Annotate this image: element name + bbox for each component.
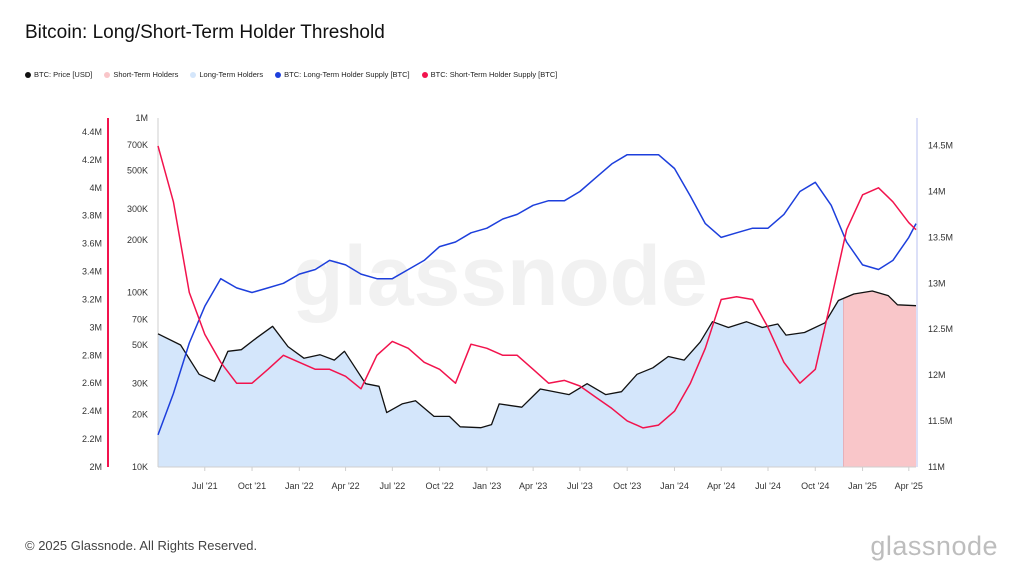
y-tick-right: 11M [928,462,945,472]
x-tick-label: Jan '25 [848,481,877,491]
y-tick-right: 14M [928,186,946,196]
y-tick-right: 14.5M [928,141,953,151]
x-tick-label: Apr '25 [895,481,923,491]
y-tick-outer-left: 3.2M [82,294,102,304]
y-tick-inner-left: 1M [135,113,148,123]
y-tick-outer-left: 4.2M [82,155,102,165]
x-tick-label: Apr '23 [519,481,547,491]
y-tick-right: 12M [928,370,946,380]
x-tick-label: Jan '23 [473,481,502,491]
legend-label-price: BTC: Price [USD] [34,70,93,79]
legend-label-sth-supply: BTC: Short-Term Holder Supply [BTC] [430,70,558,79]
x-tick-label: Apr '24 [707,481,735,491]
area-short-term-holders [843,291,916,467]
series-btc-price [157,290,917,429]
x-tick-label: Oct '23 [613,481,641,491]
y-tick-outer-left: 3.4M [82,267,102,277]
brand-logo: glassnode [870,531,998,561]
y-tick-inner-left: 300K [127,204,148,214]
y-tick-right: 13M [928,278,946,288]
legend-item-lth[interactable]: Long-Term Holders [190,70,263,79]
legend-swatch-price [25,71,31,78]
chart-watermark: glassnode [292,229,707,323]
y-tick-inner-left: 30K [132,379,148,389]
area-long-term-holders [158,298,844,467]
y-tick-outer-left: 3M [89,322,102,332]
x-tick-label: Oct '21 [238,481,266,491]
legend-swatch-lth-supply [275,71,282,78]
y-tick-inner-left: 200K [127,235,148,245]
chart-title: Bitcoin: Long/Short-Term Holder Threshol… [25,22,385,43]
series-sth-supply [157,145,917,429]
y-tick-outer-left: 4M [89,183,102,193]
y-tick-outer-left: 3.6M [82,239,102,249]
y-tick-right: 12.5M [928,324,953,334]
x-tick-label: Jul '22 [379,481,405,491]
legend-label-lth: Long-Term Holders [199,70,264,79]
y-tick-inner-left: 100K [127,288,148,298]
legend-label-sth: Short-Term Holders [113,70,179,79]
y-tick-outer-left: 2.8M [82,350,102,360]
x-tick-label: Apr '22 [331,481,359,491]
y-tick-right: 13.5M [928,232,953,242]
x-tick-label: Jan '24 [660,481,689,491]
legend-item-sth-supply[interactable]: BTC: Short-Term Holder Supply [BTC] [421,70,558,79]
y-tick-outer-left: 2.2M [82,434,102,444]
y-tick-outer-left: 4.4M [82,127,102,137]
y-tick-inner-left: 500K [127,166,148,176]
x-tick-label: Jul '23 [567,481,593,491]
y-tick-inner-left: 50K [132,340,148,350]
series-lth-supply [157,153,917,436]
legend-item-price[interactable]: BTC: Price [USD] [25,70,92,79]
y-tick-inner-left: 10K [132,462,148,472]
legend-swatch-lth [190,71,197,78]
x-tick-label: Jan '22 [285,481,314,491]
y-tick-outer-left: 3.8M [82,211,102,221]
x-tick-label: Jul '21 [192,481,218,491]
y-tick-outer-left: 2.4M [82,406,102,416]
legend-swatch-sth [104,71,111,78]
legend-item-sth[interactable]: Short-Term Holders [104,70,178,79]
y-tick-inner-left: 20K [132,409,148,419]
x-tick-label: Jul '24 [755,481,781,491]
y-tick-inner-left: 700K [127,140,148,150]
legend-label-lth-supply: BTC: Long-Term Holder Supply [BTC] [284,70,410,79]
x-tick-label: Oct '22 [425,481,453,491]
y-tick-right: 11.5M [928,416,952,426]
legend-swatch-sth-supply [421,71,428,78]
chart-legend: BTC: Price [USD] Short-Term Holders Long… [25,70,557,79]
y-tick-inner-left: 70K [132,315,148,325]
copyright-footer: © 2025 Glassnode. All Rights Reserved. [25,538,258,553]
y-tick-outer-left: 2.6M [82,378,102,388]
y-tick-outer-left: 2M [89,462,102,472]
legend-item-lth-supply[interactable]: BTC: Long-Term Holder Supply [BTC] [275,70,410,79]
x-tick-label: Oct '24 [801,481,829,491]
